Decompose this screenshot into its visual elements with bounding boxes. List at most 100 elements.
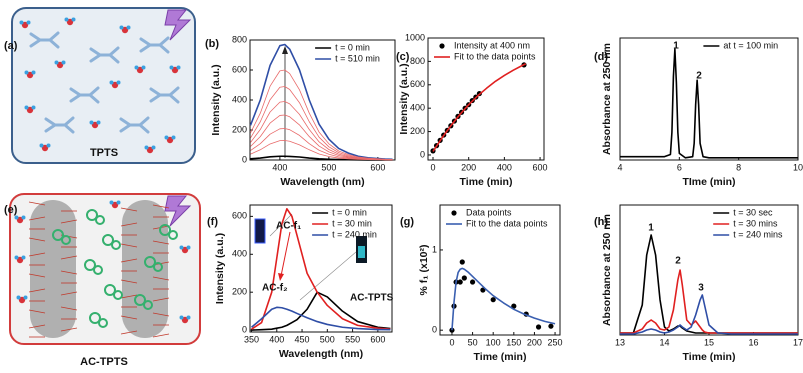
y-tick-label: 0 [432, 325, 437, 335]
arrowhead [282, 46, 288, 54]
panel-label: (a) [4, 40, 18, 52]
panel-label: (d) [594, 51, 608, 63]
green-molecule [89, 312, 101, 324]
y-tick-label: 600 [232, 64, 247, 74]
water-o [41, 144, 49, 152]
panel-label: (e) [4, 204, 18, 216]
x-tick-label: 0 [430, 162, 435, 172]
cylinder [30, 200, 76, 338]
x-tick-label: 400 [269, 334, 284, 344]
data-point [535, 324, 542, 330]
plot-frame [427, 37, 545, 161]
x-axis-label: Wavelength (nm) [280, 176, 364, 188]
water-h [89, 120, 94, 125]
vial-glow [358, 246, 365, 258]
water-o [16, 256, 24, 264]
intermediate-line [250, 114, 393, 161]
water-h [14, 255, 19, 260]
annotation: 1 [673, 41, 679, 52]
illustration-label: TPTS [90, 147, 118, 159]
legend-label: t = 240 min [332, 229, 377, 239]
vial-photo [254, 218, 266, 244]
water-h [21, 215, 26, 220]
series-line [620, 269, 798, 334]
water-h [46, 143, 51, 148]
green-molecule [113, 290, 123, 300]
polymer-chain [152, 312, 170, 317]
x-axis-label: Time (min) [474, 351, 527, 363]
y-tick-label: 0 [242, 154, 247, 164]
green-molecule [102, 234, 114, 246]
molecule [149, 86, 180, 104]
green-molecule [111, 240, 121, 250]
polymer-chain [28, 324, 46, 329]
annotation: 2 [675, 256, 681, 267]
y-axis-label: Intensity (a.u.) [214, 233, 226, 304]
water-o [171, 66, 179, 74]
annotation: 3 [698, 283, 704, 294]
water-o [18, 296, 26, 304]
molecule [69, 86, 100, 104]
green-molecule [61, 235, 71, 245]
water-h [31, 70, 36, 75]
x-tick-label: 8 [736, 162, 741, 172]
water-o [26, 106, 34, 114]
legend-label: t = 0 min [335, 42, 370, 52]
polymer-chain [120, 243, 138, 248]
green-molecule [134, 294, 146, 306]
plot-frame [439, 204, 561, 336]
panel-label: (c) [396, 51, 410, 63]
water-h [144, 145, 149, 150]
water-o [21, 21, 29, 29]
x-tick-label: 250 [548, 337, 563, 347]
y-tick-label: 400 [232, 94, 247, 104]
water-h [64, 17, 69, 22]
series-line [432, 63, 527, 152]
x-tick-label: 0 [449, 337, 454, 347]
y-axis-label: Absorbance at 250 nm [601, 43, 613, 155]
x-tick-label: 4 [617, 162, 622, 172]
polymer-chain [28, 288, 46, 293]
water-h [26, 20, 31, 25]
green-molecule [144, 256, 156, 268]
polymer-chain [120, 207, 138, 212]
light-bolt [164, 9, 192, 41]
x-tick-label: 500 [320, 334, 335, 344]
x-tick-label: 13 [615, 337, 625, 347]
legend-marker [439, 43, 445, 49]
intermediate-line [250, 140, 393, 161]
y-tick-label: 1000 [405, 32, 425, 42]
annotation: 1 [648, 223, 654, 234]
annotation: AC-f₁ [276, 221, 301, 232]
y-tick-label: 1 [432, 244, 437, 254]
y-axis-label: Intensity (a.u.) [210, 64, 222, 135]
molecule [139, 36, 170, 54]
data-point [457, 279, 463, 285]
series-line [251, 306, 391, 331]
water-h [54, 60, 59, 65]
green-molecule [168, 230, 178, 240]
water-h [116, 80, 121, 85]
y-tick-label: 200 [232, 287, 247, 297]
series-line [251, 207, 391, 330]
polymer-chain [120, 222, 138, 227]
series-line [620, 294, 798, 335]
water-o [181, 246, 189, 254]
water-h [21, 255, 26, 260]
x-tick-label: 200 [527, 337, 542, 347]
series-line [620, 234, 798, 334]
water-h [171, 135, 176, 140]
series-line [451, 267, 556, 331]
cylinder [122, 200, 168, 338]
water-h [71, 17, 76, 22]
water-h [23, 295, 28, 300]
molecule [44, 116, 75, 134]
water-o [16, 216, 24, 224]
water-h [179, 245, 184, 250]
y-tick-label: 200 [232, 124, 247, 134]
annotation: AC-f₂ [262, 283, 288, 294]
polymer-chain [60, 291, 78, 296]
legend-label: t = 30 mins [733, 218, 778, 228]
y-axis-label: % f₁ (x10²) [418, 244, 430, 295]
